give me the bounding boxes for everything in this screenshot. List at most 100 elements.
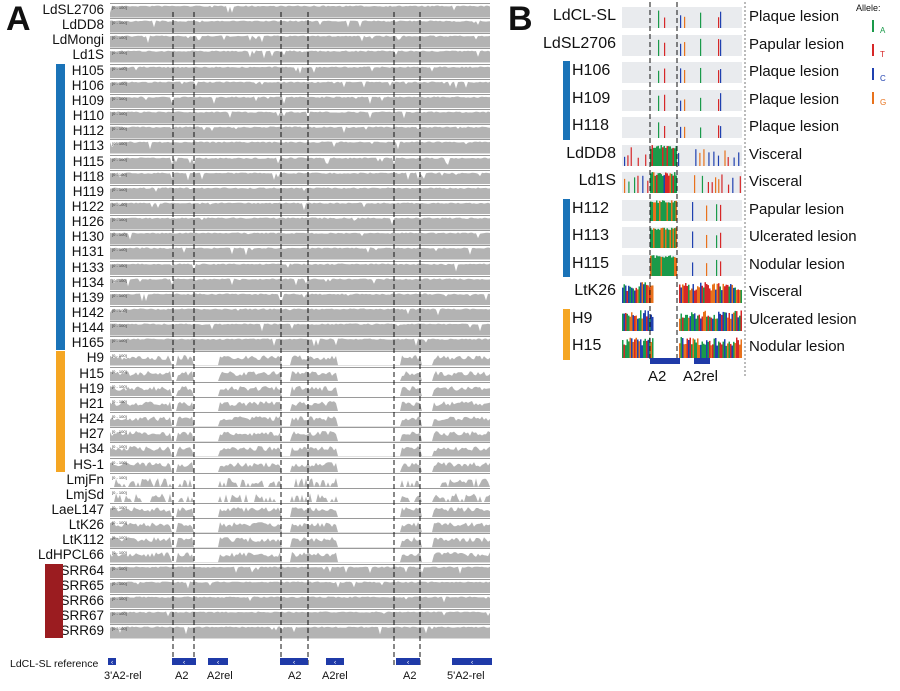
allele-mark: [731, 313, 733, 331]
coverage-track: [0 - 100]: [110, 275, 490, 291]
allele-mark: [640, 309, 642, 331]
coverage-area: [110, 5, 490, 18]
allele-mark: [715, 177, 717, 193]
coverage-area: [110, 537, 490, 548]
sample-label: H126: [71, 214, 104, 230]
allele-mark: [694, 312, 696, 331]
allele-mark: [728, 312, 730, 331]
variant-track-background: [622, 117, 742, 138]
allele-mark: [629, 337, 631, 358]
allele-mark: [637, 157, 639, 166]
coverage-track: [0 - 100]: [110, 624, 490, 639]
range-label: [0 - 100]: [112, 398, 127, 404]
allele-mark: [669, 145, 671, 166]
allele-mark: [665, 255, 667, 276]
range-label: [0 - 100]: [112, 565, 127, 571]
range-label: [0 - 100]: [112, 277, 127, 283]
coverage-track: [0 - 100]: [110, 154, 490, 169]
allele-mark: [645, 153, 647, 166]
allele-mark: [718, 125, 720, 138]
allele-mark: [685, 343, 687, 358]
coverage-track: [0 - 100]: [110, 33, 490, 48]
phenotype-label: Nodular lesion: [749, 255, 845, 273]
allele-mark: [716, 259, 718, 276]
sample-label: H106: [71, 77, 104, 93]
allele-mark: [634, 315, 636, 331]
allele-mark: [656, 229, 658, 248]
variant-track: [622, 31, 742, 56]
coverage-track: [0 - 100]: [110, 124, 490, 139]
allele-mark: [674, 147, 676, 166]
allele-mark: [684, 70, 686, 83]
sample-label: H122: [71, 198, 104, 214]
sample-label: H119: [72, 183, 104, 199]
allele-mark: [706, 234, 708, 248]
phenotype-label: Plaque lesion: [749, 8, 840, 25]
coverage-track: [0 - 100]: [110, 230, 490, 245]
allele-mark: [672, 201, 674, 221]
allele-mark: [731, 284, 733, 303]
allele-mark: [644, 282, 646, 303]
allele-mark: [674, 200, 676, 221]
variant-track-background: [622, 89, 742, 111]
variant-track-background: [622, 7, 742, 28]
sample-label: H133: [71, 259, 104, 275]
allele-mark: [628, 341, 630, 358]
allele-mark: [695, 289, 697, 303]
range-label: [0 - 100]: [112, 126, 127, 132]
allele-mark: [691, 311, 693, 331]
allele-mark: [718, 283, 720, 303]
allele-mark: [732, 177, 734, 193]
allele-mark: [653, 254, 655, 276]
range-label: [0 - 100]: [112, 186, 127, 192]
allele-mark: [657, 202, 659, 221]
allele-mark: [700, 318, 702, 331]
allele-mark: [716, 317, 718, 331]
allele-mark: [680, 337, 682, 358]
allele-mark: [721, 174, 723, 193]
allele-mark: [658, 95, 660, 111]
coverage-track: [0 - 100]: [110, 336, 490, 351]
gene-block: [208, 658, 228, 665]
allele-mark: [683, 344, 685, 358]
allele-mark: [638, 341, 640, 358]
range-label: [0 - 100]: [112, 217, 127, 223]
coverage-area: [110, 96, 490, 109]
coverage-area: [110, 355, 490, 366]
coverage-track: [0 - 100]: [110, 548, 490, 563]
sample-label: SRR64: [60, 562, 104, 578]
allele-mark: [675, 227, 677, 248]
allele-mark: [730, 284, 732, 303]
allele-mark: [695, 342, 697, 358]
allele-mark: [680, 68, 682, 83]
allele-mark: [654, 175, 656, 193]
allele-mark: [646, 284, 648, 303]
allele-mark: [724, 339, 726, 358]
allele-mark: [659, 255, 661, 276]
allele-mark: [654, 257, 656, 276]
sample-label: LdDD8: [61, 17, 104, 33]
coverage-area: [110, 581, 490, 594]
coverage-area: [110, 81, 490, 94]
allele-mark: [719, 342, 721, 358]
sample-label: H144: [71, 320, 104, 336]
variant-sample-label: LdDD8: [566, 144, 616, 162]
allele-mark: [671, 173, 673, 193]
allele-mark: [622, 287, 624, 303]
allele-mark: [675, 145, 677, 166]
allele-mark: [651, 229, 653, 248]
allele-mark: [640, 282, 642, 303]
allele-mark: [712, 318, 714, 331]
allele-mark: [660, 201, 662, 221]
allele-mark: [647, 180, 649, 193]
coverage-area: [110, 202, 490, 215]
coverage-area: [110, 611, 490, 624]
allele-mark: [657, 255, 659, 276]
variant-sample-label: Ld1S: [578, 172, 616, 189]
variant-sample-label: H118: [572, 117, 610, 134]
coverage-track: [0 - 100]: [110, 78, 490, 94]
allele-mark: [708, 151, 710, 166]
allele-mark: [632, 314, 634, 331]
allele-mark: [740, 339, 742, 358]
allele-mark: [686, 285, 688, 303]
